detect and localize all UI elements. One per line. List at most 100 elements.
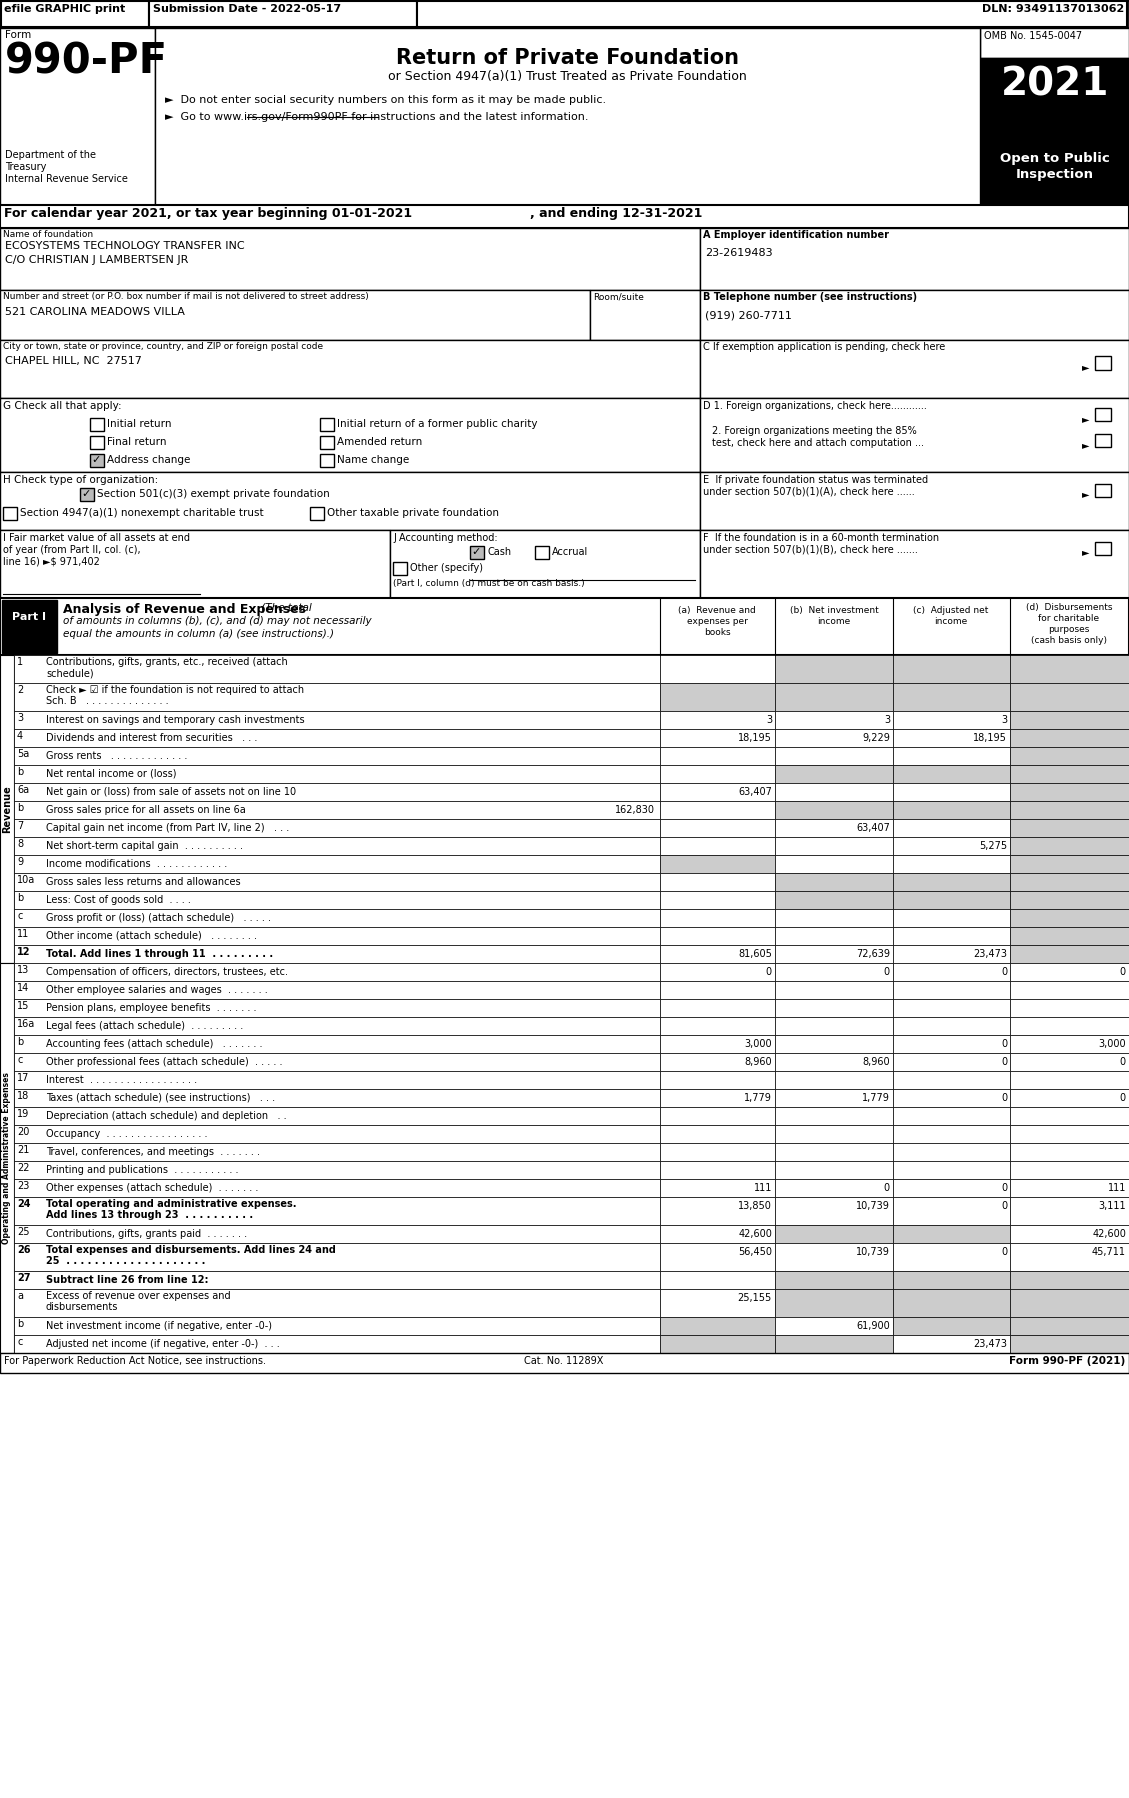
Bar [660, 838, 774, 856]
Text: b: b [17, 1037, 24, 1046]
Text: b: b [17, 804, 24, 813]
Text: 42,600: 42,600 [738, 1230, 772, 1239]
Bar [893, 1334, 1010, 1354]
Text: Other (specify): Other (specify) [410, 563, 483, 574]
Bar [1010, 1224, 1129, 1242]
Bar [893, 946, 1010, 964]
Bar [14, 946, 660, 964]
Bar [893, 1090, 1010, 1108]
Bar [893, 1036, 1010, 1054]
Text: 81,605: 81,605 [738, 949, 772, 958]
Bar [320, 435, 334, 450]
Text: Depreciation (attach schedule) and depletion   . .: Depreciation (attach schedule) and deple… [46, 1111, 287, 1120]
Text: 0: 0 [1001, 1201, 1007, 1212]
Bar [1010, 1054, 1129, 1072]
Text: Amended return: Amended return [336, 437, 422, 448]
Text: Initial return of a former public charity: Initial return of a former public charit… [336, 419, 537, 430]
Text: For calendar year 2021, or tax year beginning 01-01-2021: For calendar year 2021, or tax year begi… [5, 207, 412, 219]
Text: 16a: 16a [17, 1019, 35, 1028]
Text: under section 507(b)(1)(A), check here ......: under section 507(b)(1)(A), check here .… [703, 487, 914, 496]
Bar [14, 1072, 660, 1090]
Text: 0: 0 [1001, 967, 1007, 976]
Text: 19: 19 [17, 1109, 29, 1118]
Text: ►: ► [1082, 441, 1089, 450]
Text: 0: 0 [1001, 1183, 1007, 1194]
Bar [390, 530, 700, 599]
Text: Total operating and administrative expenses.: Total operating and administrative expen… [46, 1199, 297, 1208]
Text: H Check type of organization:: H Check type of organization: [3, 475, 158, 485]
Text: 1,779: 1,779 [863, 1093, 890, 1102]
Text: Section 4947(a)(1) nonexempt charitable trust: Section 4947(a)(1) nonexempt charitable … [20, 509, 264, 518]
Bar [660, 1179, 774, 1197]
Bar [893, 800, 1010, 820]
Bar [14, 1036, 660, 1054]
Text: 26: 26 [17, 1244, 30, 1255]
Text: Total. Add lines 1 through 11  . . . . . . . . .: Total. Add lines 1 through 11 . . . . . … [46, 949, 273, 958]
Text: 25,155: 25,155 [737, 1293, 772, 1304]
Text: ►  Do not enter social security numbers on this form as it may be made public.: ► Do not enter social security numbers o… [165, 95, 606, 104]
Bar [660, 1316, 774, 1334]
Text: DLN: 93491137013062: DLN: 93491137013062 [982, 4, 1124, 14]
Bar [700, 340, 1129, 397]
Text: for charitable: for charitable [1039, 613, 1100, 622]
Text: Excess of revenue over expenses and: Excess of revenue over expenses and [46, 1291, 230, 1302]
Bar [14, 1242, 660, 1271]
Text: 13,850: 13,850 [738, 1201, 772, 1212]
Text: or Section 4947(a)(1) Trust Treated as Private Foundation: or Section 4947(a)(1) Trust Treated as P… [387, 70, 746, 83]
Bar [1010, 856, 1129, 874]
Bar [660, 782, 774, 800]
Text: Travel, conferences, and meetings  . . . . . . .: Travel, conferences, and meetings . . . … [46, 1147, 260, 1156]
Bar [0, 0, 1129, 29]
Bar [893, 1289, 1010, 1316]
Bar [893, 782, 1010, 800]
Bar [1095, 356, 1111, 370]
Text: b: b [17, 894, 24, 903]
Bar [1, 2, 149, 27]
Bar [774, 1289, 893, 1316]
Bar [1010, 1144, 1129, 1162]
Bar [660, 1072, 774, 1090]
Text: 6a: 6a [17, 786, 29, 795]
Bar [893, 982, 1010, 1000]
Bar [1010, 800, 1129, 820]
Text: E  If private foundation status was terminated: E If private foundation status was termi… [703, 475, 928, 485]
Bar [14, 1197, 660, 1224]
Bar [1010, 946, 1129, 964]
Bar [893, 1197, 1010, 1224]
Text: under section 507(b)(1)(B), check here .......: under section 507(b)(1)(B), check here .… [703, 545, 918, 556]
Text: c: c [17, 1338, 23, 1347]
Bar [774, 683, 893, 710]
Text: Revenue: Revenue [2, 786, 12, 832]
Bar [1010, 1271, 1129, 1289]
Text: 1,779: 1,779 [744, 1093, 772, 1102]
Bar [893, 856, 1010, 874]
Bar [0, 289, 590, 340]
Bar [893, 1162, 1010, 1179]
Text: 9: 9 [17, 858, 23, 867]
Bar [660, 1018, 774, 1036]
Bar [893, 820, 1010, 838]
Text: purposes: purposes [1049, 626, 1089, 635]
Text: 42,600: 42,600 [1092, 1230, 1126, 1239]
Text: Operating and Administrative Expenses: Operating and Administrative Expenses [2, 1072, 11, 1244]
Text: ►  Go to www.irs.gov/Form990PF for instructions and the latest information.: ► Go to www.irs.gov/Form990PF for instru… [165, 111, 588, 122]
Bar [774, 1224, 893, 1242]
Bar [893, 1054, 1010, 1072]
Bar [660, 683, 774, 710]
Text: Analysis of Revenue and Expenses: Analysis of Revenue and Expenses [63, 602, 306, 617]
Bar [660, 910, 774, 928]
Bar [893, 910, 1010, 928]
Text: 22: 22 [17, 1163, 29, 1172]
Text: 3: 3 [17, 714, 23, 723]
Bar [14, 1316, 660, 1334]
Bar [14, 1018, 660, 1036]
Text: Add lines 13 through 23  . . . . . . . . . .: Add lines 13 through 23 . . . . . . . . … [46, 1210, 253, 1221]
Text: ►: ► [1082, 547, 1089, 557]
Bar [1010, 1090, 1129, 1108]
Text: Gross sales price for all assets on line 6a: Gross sales price for all assets on line… [46, 806, 246, 814]
Text: income: income [817, 617, 850, 626]
Bar [14, 964, 660, 982]
Text: ✓: ✓ [471, 547, 480, 557]
Bar [774, 1197, 893, 1224]
Text: 10,739: 10,739 [856, 1248, 890, 1257]
